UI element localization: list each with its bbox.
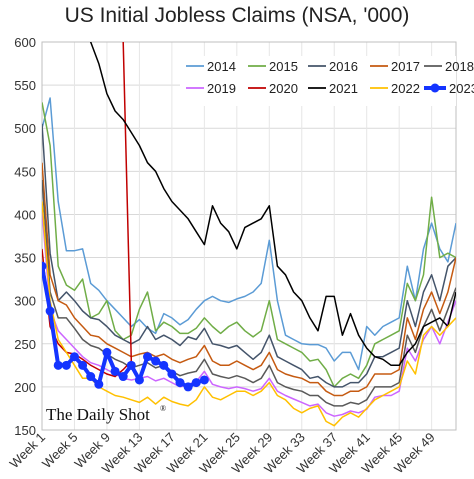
point-2023 (175, 378, 185, 388)
x-tick-label: Week 5 (39, 430, 81, 472)
point-2023 (94, 379, 104, 389)
legend-entry-2019: 2019 (186, 81, 236, 96)
legend-label: 2018 (445, 59, 474, 74)
series-line-2017 (42, 162, 456, 397)
series-line-2018 (42, 179, 456, 407)
point-2023 (78, 360, 88, 370)
brand-name: The Daily Shot (46, 405, 150, 424)
y-tick-label: 600 (14, 35, 36, 50)
point-2023 (69, 352, 79, 362)
legend-label: 2015 (269, 59, 298, 74)
legend-entry-2020: 2020 (248, 81, 298, 96)
brand-logo: The Daily Shot ® (46, 404, 166, 424)
y-tick-label: 400 (14, 207, 36, 222)
point-2023 (42, 261, 47, 271)
point-2023 (45, 306, 55, 316)
legend-label: 2023 (449, 81, 474, 96)
legend-marker (430, 83, 440, 93)
y-tick-label: 550 (14, 78, 36, 93)
legend-label: 2017 (391, 59, 420, 74)
series-line-2015 (42, 102, 456, 388)
y-tick-label: 450 (14, 164, 36, 179)
legend-entry-2023: 2023 (424, 81, 474, 96)
y-tick-label: 350 (14, 251, 36, 266)
y-tick-label: 300 (14, 294, 36, 309)
series-line-2022 (42, 201, 456, 427)
legend-label: 2019 (207, 81, 236, 96)
point-2023 (110, 366, 120, 376)
point-2023 (53, 360, 63, 370)
y-tick-label: 150 (14, 423, 36, 438)
point-2023 (159, 360, 169, 370)
legend-label: 2020 (269, 81, 298, 96)
point-2023 (183, 382, 193, 392)
point-2023 (126, 360, 136, 370)
point-2023 (134, 375, 144, 385)
point-2023 (191, 378, 201, 388)
y-tick-label: 250 (14, 337, 36, 352)
legend-entry-2017: 2017 (370, 59, 420, 74)
point-2023 (143, 352, 153, 362)
series-line-2020 (42, 42, 133, 378)
point-2023 (61, 360, 71, 370)
legend-label: 2021 (329, 81, 358, 96)
chart-title: US Initial Jobless Claims (NSA, '000) (64, 4, 410, 27)
legend-entry-2018: 2018 (424, 59, 474, 74)
series-line-2021 (89, 42, 456, 367)
point-2023 (151, 356, 161, 366)
point-2023 (102, 347, 112, 357)
legend-entry-2015: 2015 (248, 59, 298, 74)
series-lines (42, 42, 456, 427)
y-tick-label: 200 (14, 380, 36, 395)
legend: 2014 2015 2016 2017 2018 2019 2020 2021 2022 2023 (180, 56, 474, 106)
brand-registered-mark: ® (160, 404, 166, 413)
legend-entry-2021: 2021 (308, 81, 358, 96)
y-tick-label: 500 (14, 121, 36, 136)
series-line-2014 (42, 97, 456, 371)
legend-entry-2014: 2014 (186, 59, 236, 74)
legend-background (180, 56, 456, 106)
series-line-2016 (42, 123, 456, 388)
point-2023 (86, 372, 96, 382)
legend-entry-2016: 2016 (308, 59, 358, 74)
point-2023 (118, 372, 128, 382)
point-2023 (167, 369, 177, 379)
point-2023 (199, 375, 209, 385)
plot-frame (41, 41, 457, 431)
legend-label: 2014 (207, 59, 236, 74)
legend-entry-2022: 2022 (370, 81, 420, 96)
series-markers (42, 261, 209, 392)
legend-label: 2022 (391, 81, 420, 96)
legend-label: 2016 (329, 59, 358, 74)
